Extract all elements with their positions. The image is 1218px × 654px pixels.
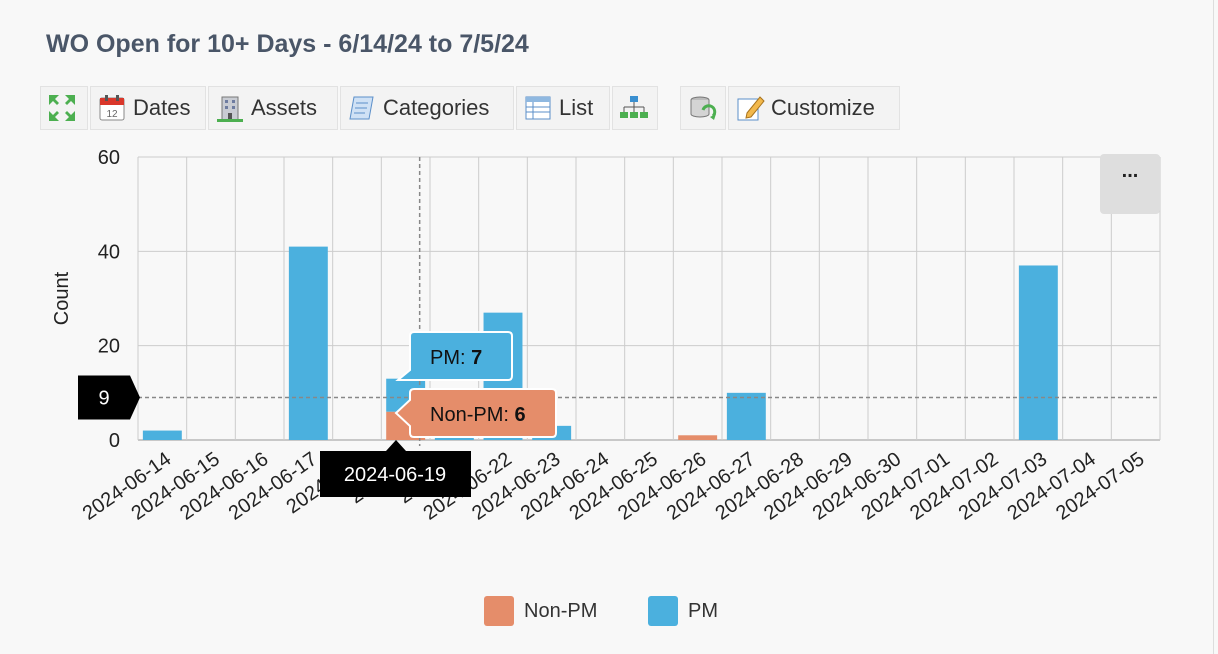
tooltip-pm-text: PM: 7 <box>430 347 482 369</box>
x-crosshair-value: 2024-06-19 <box>344 464 446 486</box>
bar-pm-2024-06-17[interactable] <box>288 246 328 440</box>
y-crosshair-value: 9 <box>98 388 109 410</box>
tooltip-non-pm-text: Non-PM: 6 <box>430 404 526 426</box>
y-crosshair-badge <box>78 375 140 420</box>
hierarchy-button[interactable] <box>612 86 658 130</box>
dates-button-label: Dates <box>133 95 191 120</box>
assets-button[interactable]: Assets <box>208 86 338 130</box>
chart-hover-overlay: 9 2024-06-19 PM: 7 Non-PM: 6 <box>78 157 1160 497</box>
tooltip-non-pm <box>394 388 557 438</box>
categories-button[interactable]: Categories <box>340 86 514 130</box>
page-title: WO Open for 10+ Days - 6/14/24 to 7/5/24 <box>46 30 529 58</box>
calendar-icon: 12 <box>97 93 127 123</box>
database-refresh-icon <box>687 93 717 123</box>
y-tick-label: 60 <box>98 147 120 169</box>
bar-pm-2024-06-14[interactable] <box>142 430 182 440</box>
legend-label-non-pm: Non-PM <box>524 599 598 622</box>
legend-swatch-non-pm <box>484 596 514 626</box>
legend-swatch-pm <box>648 596 678 626</box>
legend-label-pm: PM <box>688 599 718 622</box>
expand-button[interactable] <box>40 86 88 130</box>
y-tick-label: 20 <box>98 336 120 358</box>
org-chart-icon <box>619 93 649 123</box>
scroll-icon <box>347 93 377 123</box>
customize-button[interactable]: Customize <box>728 86 900 130</box>
more-dots-icon: ... <box>1121 160 1139 182</box>
svg-text:12: 12 <box>106 109 118 120</box>
chart-axes: 0204060Count2024-06-142024-06-152024-06-… <box>51 147 1149 525</box>
legend-item-non-pm[interactable]: Non-PM <box>484 596 597 626</box>
list-button-label: List <box>559 95 594 120</box>
customize-button-label: Customize <box>771 95 875 120</box>
building-icon <box>215 93 245 123</box>
assets-button-label: Assets <box>251 95 318 120</box>
expand-arrows-icon <box>47 93 77 123</box>
bar-pm-2024-07-03[interactable] <box>1018 265 1058 440</box>
y-tick-label: 0 <box>109 430 120 452</box>
tooltip-pm <box>395 331 513 381</box>
y-tick-label: 40 <box>98 241 120 263</box>
chart-bars <box>142 246 1058 440</box>
y-axis-label: Count <box>51 271 73 325</box>
x-crosshair-badge <box>320 440 471 497</box>
dates-button[interactable]: 12 Dates <box>90 86 206 130</box>
bar-pm-2024-06-27[interactable] <box>726 392 766 440</box>
legend-item-pm[interactable]: PM <box>648 596 718 626</box>
bar-non-pm-2024-06-26[interactable] <box>678 435 718 440</box>
refresh-button[interactable] <box>680 86 726 130</box>
edit-icon <box>735 93 765 123</box>
list-button[interactable]: List <box>516 86 610 130</box>
panel-border <box>1213 0 1214 654</box>
categories-button-label: Categories <box>383 95 490 120</box>
chart-menu-button[interactable]: ... <box>1100 154 1160 214</box>
list-icon <box>523 93 553 123</box>
